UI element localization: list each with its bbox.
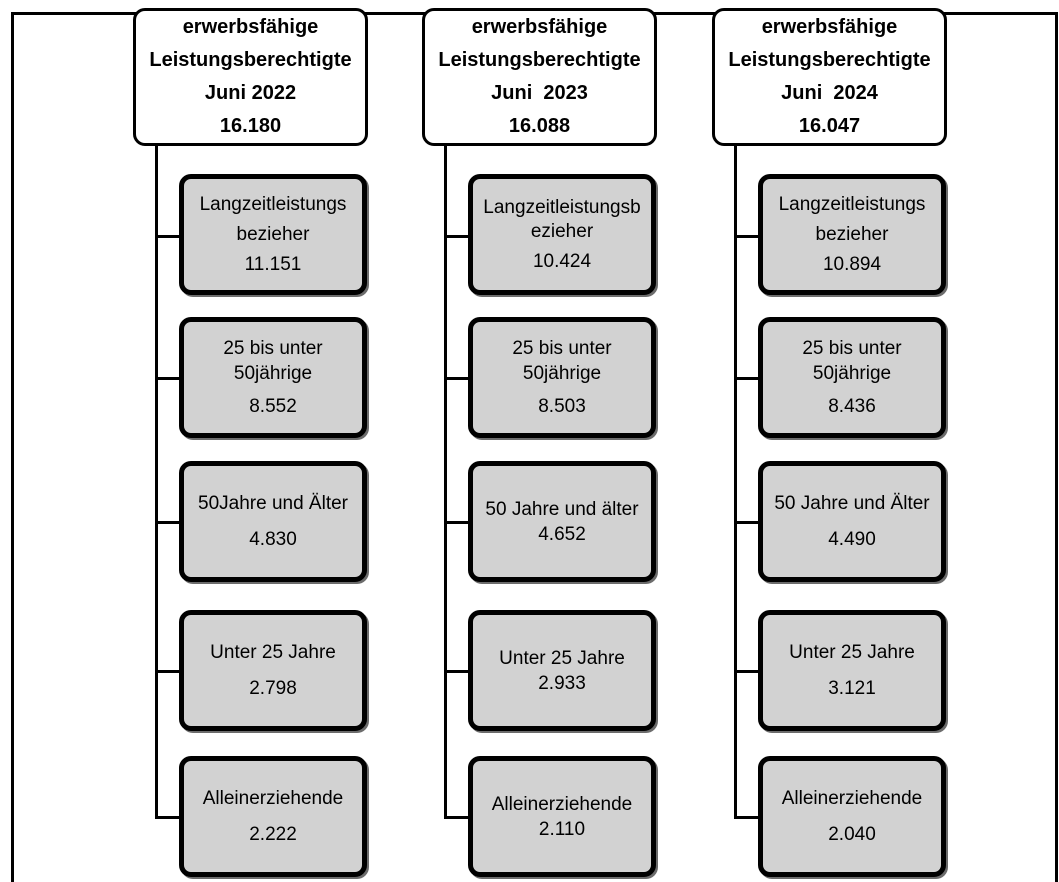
connector-branch: [444, 521, 469, 524]
category-value: 8.552: [249, 396, 297, 417]
category-box: Langzeitleistungs bezieher 11.151: [179, 174, 367, 295]
header-line: erwerbsfähige: [471, 16, 608, 38]
column-2024: erwerbsfähige Leistungsberechtigte Juni …: [712, 0, 952, 877]
category-box: 50 Jahre und älter 4.652: [468, 461, 656, 582]
header-date: Juni 2023: [491, 82, 588, 104]
column-2023: erwerbsfähige Leistungsberechtigte Juni …: [422, 0, 662, 877]
column-2022: erwerbsfähige Leistungsberechtigte Juni …: [133, 0, 373, 877]
connector-branch: [444, 670, 469, 673]
category-value: 2.040: [828, 823, 876, 845]
header-line: Leistungsberechtigte: [728, 49, 931, 71]
category-box: Alleinerziehende 2.222: [179, 756, 367, 877]
category-value: 4.490: [828, 528, 876, 550]
category-box: Unter 25 Jahre 2.798: [179, 610, 367, 731]
header-date: Juni 2024: [781, 82, 878, 104]
category-label: Alleinerziehende: [491, 793, 633, 815]
connector-trunk: [734, 146, 737, 819]
category-label: Alleinerziehende: [781, 787, 923, 809]
category-label: 50 Jahre und Älter: [774, 492, 930, 514]
category-value: 2.798: [249, 677, 297, 699]
category-label: 25 bis unter: [802, 338, 902, 359]
header-line: erwerbsfähige: [761, 16, 898, 38]
header-box: erwerbsfähige Leistungsberechtigte Juni …: [712, 8, 947, 146]
connector-branch: [734, 816, 759, 819]
category-box: 25 bis unter 50jährige 8.552: [179, 317, 367, 438]
connector-branch: [155, 670, 180, 673]
connector-branch: [734, 670, 759, 673]
category-label: 50Jahre und Älter: [198, 492, 348, 514]
header-box: erwerbsfähige Leistungsberechtigte Juni …: [422, 8, 657, 146]
category-box: Unter 25 Jahre 2.933: [468, 610, 656, 731]
category-label: Unter 25 Jahre: [210, 641, 336, 663]
category-box: Unter 25 Jahre 3.121: [758, 610, 946, 731]
header-total: 16.047: [798, 115, 861, 137]
category-box: Langzeitleistungs bezieher 10.894: [758, 174, 946, 295]
connector-branch: [155, 377, 180, 380]
connector-branch: [444, 235, 469, 238]
category-value: 10.894: [822, 253, 882, 275]
category-label: 25 bis unter: [223, 338, 323, 359]
connector-branch: [444, 377, 469, 380]
header-line: erwerbsfähige: [182, 16, 319, 38]
connector-trunk: [155, 146, 158, 819]
category-label: 50 Jahre und älter: [485, 498, 639, 520]
category-label: 25 bis unter: [512, 338, 612, 359]
category-value: 10.424: [532, 250, 592, 272]
category-label: Unter 25 Jahre: [789, 641, 915, 663]
header-box: erwerbsfähige Leistungsberechtigte Juni …: [133, 8, 368, 146]
category-label: bezieher: [236, 223, 310, 245]
connector-branch: [734, 521, 759, 524]
category-box: 25 bis unter 50jährige 8.436: [758, 317, 946, 438]
category-label: ezieher: [530, 220, 594, 242]
category-value: 4.652: [538, 523, 586, 545]
category-box: 50 Jahre und Älter 4.490: [758, 461, 946, 582]
category-label: bezieher: [815, 223, 889, 245]
category-value: 11.151: [244, 253, 302, 275]
category-label: Alleinerziehende: [202, 787, 344, 809]
header-total: 16.088: [508, 115, 571, 137]
connector-branch: [734, 235, 759, 238]
connector-branch: [734, 377, 759, 380]
category-value: 2.933: [538, 672, 586, 694]
category-label: Unter 25 Jahre: [499, 647, 625, 669]
header-line: Leistungsberechtigte: [438, 49, 641, 71]
connector-trunk: [444, 146, 447, 819]
category-value: 2.110: [538, 818, 586, 840]
category-value: 4.830: [249, 528, 297, 550]
category-value: 2.222: [249, 823, 297, 845]
category-value: 8.436: [828, 396, 876, 417]
category-box: Alleinerziehende 2.040: [758, 756, 946, 877]
category-label: Langzeitleistungs: [778, 193, 926, 215]
category-label: 50jährige: [522, 363, 602, 384]
category-value: 3.121: [828, 677, 876, 699]
category-label: Langzeitleistungsb: [483, 196, 641, 218]
category-label: 50jährige: [812, 363, 892, 384]
category-label: 50jährige: [233, 363, 313, 384]
category-box: Alleinerziehende 2.110: [468, 756, 656, 877]
category-value: 8.503: [538, 396, 586, 417]
category-box: Langzeitleistungsb ezieher 10.424: [468, 174, 656, 295]
connector-branch: [155, 816, 180, 819]
category-label: Langzeitleistungs: [199, 193, 347, 215]
header-line: Leistungsberechtigte: [149, 49, 352, 71]
connector-branch: [155, 235, 180, 238]
category-box: 50Jahre und Älter 4.830: [179, 461, 367, 582]
header-total: 16.180: [219, 115, 282, 137]
connector-branch: [155, 521, 180, 524]
header-date: Juni 2022: [204, 82, 297, 104]
category-box: 25 bis unter 50jährige 8.503: [468, 317, 656, 438]
connector-branch: [444, 816, 469, 819]
